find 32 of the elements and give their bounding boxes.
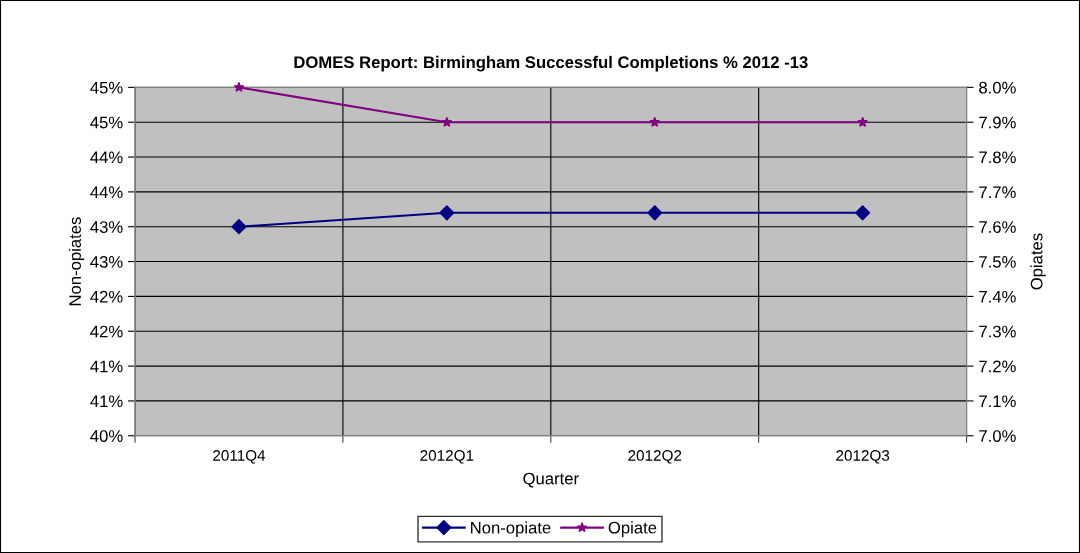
y-axis-title: Non-opiates [68,217,85,306]
y2-tick-label: 7.6% [979,221,1016,233]
y2-tick-label: 7.2% [979,360,1016,373]
y-tick-label: 43% [90,221,123,233]
chart-title: DOMES Report: Birmingham Successful Completions % 2012 -13 [294,55,808,72]
y-tick-label: 45% [90,81,123,94]
y2-tick-label: 8.0% [979,81,1016,94]
y2-tick-label: 7.4% [979,290,1016,303]
y-tick-label: 40% [90,430,123,442]
y2-tick-label: 7.7% [979,186,1016,199]
x-tick-label: 2011Q4 [213,450,266,464]
x-tick-label: 2012Q3 [836,450,890,464]
y2-axis-title: Opiates [1030,233,1046,290]
y-tick-label: 45% [90,116,123,129]
y-tick-label: 44% [90,151,123,164]
x-tick-label: 2012Q2 [628,450,682,464]
y-tick-label: 43% [90,255,123,268]
y2-tick-label: 7.1% [979,395,1016,408]
y-tick-label: 41% [90,395,123,408]
legend-label: Non-opiate [471,521,551,537]
y-tick-label: 42% [90,290,123,303]
y2-tick-label: 7.0% [979,430,1016,442]
y2-tick-label: 7.5% [979,256,1016,268]
x-axis-title: Quarter [523,472,579,488]
y2-tick-label: 7.8% [979,151,1016,164]
y-tick-label: 44% [90,186,123,199]
y-tick-label: 42% [90,325,123,338]
y2-tick-label: 7.3% [979,325,1016,338]
x-tick-label: 2012Q1 [420,450,474,464]
y2-tick-label: 7.9% [979,116,1016,129]
legend-label: Opiate [608,521,657,537]
y-tick-label: 41% [90,360,123,373]
